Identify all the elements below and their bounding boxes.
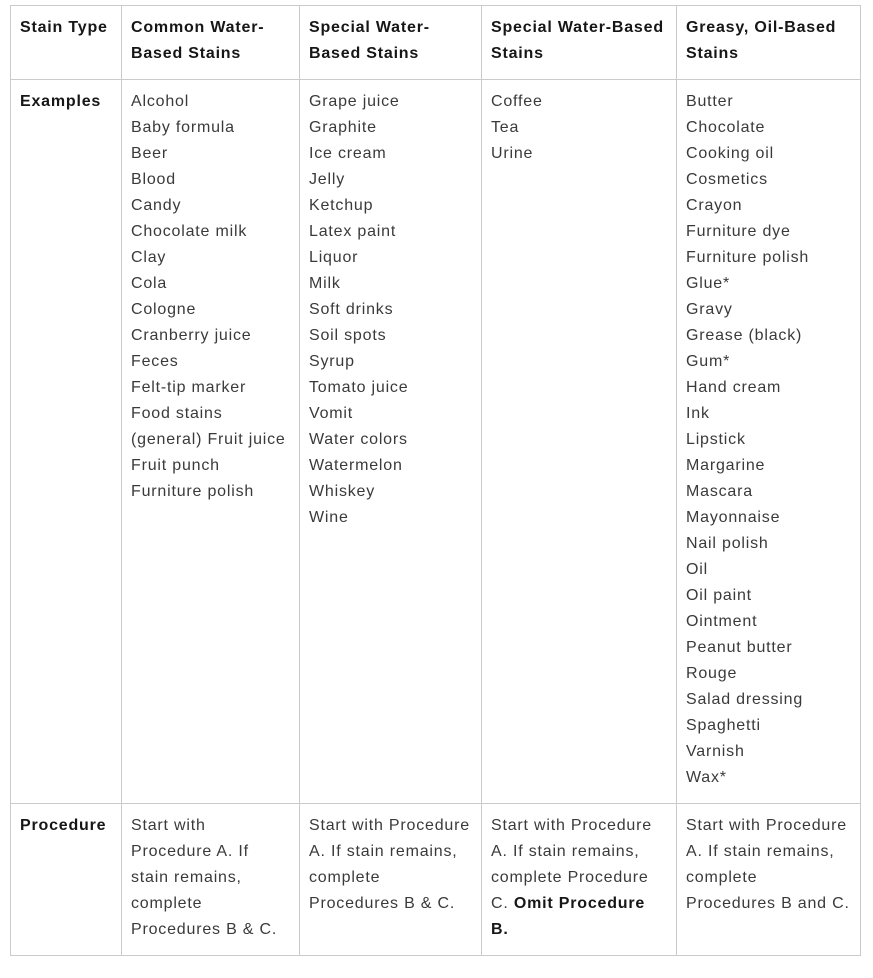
example-item: Ink	[686, 405, 710, 422]
example-item: Tomato juice	[309, 379, 409, 396]
example-item: Syrup	[309, 353, 355, 370]
example-item: Chocolate milk	[131, 223, 248, 240]
example-item: Butter	[686, 93, 734, 110]
procedure-greasy-oil-based: Start with Procedure A. If stain remains…	[676, 803, 861, 956]
example-item: Food stains (general) Fruit juice	[131, 405, 286, 448]
example-item: Clay	[131, 249, 167, 266]
example-item: Grease (black)	[686, 327, 803, 344]
example-item: Feces	[131, 353, 179, 370]
example-item: Oil paint	[686, 587, 752, 604]
example-item: Nail polish	[686, 535, 769, 552]
example-item: Alcohol	[131, 93, 190, 110]
procedure-text: Start with Procedure A. If stain remains…	[491, 817, 652, 912]
example-item: Baby formula	[131, 119, 235, 136]
example-item: Varnish	[686, 743, 745, 760]
header-common-water-based: Common Water-Based Stains	[121, 5, 300, 80]
examples-special-water-based-1: Grape juice Graphite Ice cream Jelly Ketchup…	[299, 79, 482, 804]
example-item: Urine	[491, 145, 534, 162]
example-item: Spaghetti	[686, 717, 761, 734]
example-item: Oil	[686, 561, 708, 578]
example-item: Graphite	[309, 119, 377, 136]
procedure-special-water-based-1: Start with Procedure A. If stain remains…	[299, 803, 482, 956]
example-item: Blood	[131, 171, 176, 188]
example-item: Wine	[309, 509, 349, 526]
examples-greasy-oil-based: Butter Chocolate Cooking oil Cosmetics Crayo…	[676, 79, 861, 804]
example-item: Beer	[131, 145, 168, 162]
example-item: Felt-tip marker	[131, 379, 247, 396]
row-label-procedure: Procedure	[10, 803, 122, 956]
example-item: Whiskey	[309, 483, 376, 500]
example-item: Ice cream	[309, 145, 387, 162]
example-item: Cosmetics	[686, 171, 768, 188]
example-item: Margarine	[686, 457, 766, 474]
procedure-special-water-based-2: Start with Procedure A. If stain remains…	[481, 803, 677, 956]
example-item: Cologne	[131, 301, 197, 318]
example-item: Mayonnaise	[686, 509, 781, 526]
example-item: Furniture polish	[686, 249, 810, 266]
procedure-text: Start with Procedure A. If stain remains…	[686, 817, 850, 912]
header-greasy-oil-based: Greasy, Oil-Based Stains	[676, 5, 861, 80]
example-item: Tea	[491, 119, 520, 136]
examples-special-water-based-2: Coffee Tea Urine	[481, 79, 677, 804]
example-item: Gum*	[686, 353, 731, 370]
example-item: Cooking oil	[686, 145, 774, 162]
example-item: Ointment	[686, 613, 758, 630]
example-item: Wax*	[686, 769, 727, 786]
example-item: Mascara	[686, 483, 753, 500]
example-item: Coffee	[491, 93, 543, 110]
procedure-common-water-based: Start with Procedure A. If stain remains…	[121, 803, 300, 956]
example-item: Salad dressing	[686, 691, 804, 708]
example-item: Grape juice	[309, 93, 400, 110]
example-item: Furniture dye	[686, 223, 791, 240]
procedure-text: Start with Procedure A. If stain remains…	[131, 817, 278, 938]
example-item: Rouge	[686, 665, 738, 682]
procedure-text: Start with Procedure A. If stain remains…	[309, 817, 470, 912]
example-item: Milk	[309, 275, 341, 292]
procedure-row: Procedure Start with Procedure A. If sta…	[10, 803, 861, 956]
examples-row: Examples Alcohol Baby formula Beer Blood Can…	[10, 79, 861, 804]
example-item: Lipstick	[686, 431, 746, 448]
example-item: Jelly	[309, 171, 346, 188]
example-item: Cola	[131, 275, 168, 292]
example-item: Watermelon	[309, 457, 403, 474]
example-item: Glue*	[686, 275, 731, 292]
header-special-water-based-2: Special Water-Based Stains	[481, 5, 677, 80]
header-special-water-based-1: Special Water-Based Stains	[299, 5, 482, 80]
example-item: Vomit	[309, 405, 354, 422]
example-item: Fruit punch	[131, 457, 220, 474]
example-item: Soft drinks	[309, 301, 394, 318]
example-item: Chocolate	[686, 119, 766, 136]
stain-removal-table: Stain Type Common Water-Based Stains Spe…	[10, 5, 861, 956]
table-header-row: Stain Type Common Water-Based Stains Spe…	[10, 5, 861, 80]
example-item: Soil spots	[309, 327, 387, 344]
example-item: Gravy	[686, 301, 733, 318]
example-item: Ketchup	[309, 197, 374, 214]
header-stain-type: Stain Type	[10, 5, 122, 80]
example-item: Crayon	[686, 197, 743, 214]
procedure-omit-bold-text: Omit Procedure B.	[491, 895, 646, 938]
example-item: Liquor	[309, 249, 359, 266]
row-label-examples: Examples	[10, 79, 122, 804]
example-item: Hand cream	[686, 379, 782, 396]
examples-common-water-based: Alcohol Baby formula Beer Blood Candy Chocola…	[121, 79, 300, 804]
example-item: Cranberry juice	[131, 327, 252, 344]
example-item: Peanut butter	[686, 639, 793, 656]
example-item: Water colors	[309, 431, 408, 448]
example-item: Latex paint	[309, 223, 397, 240]
example-item: Candy	[131, 197, 182, 214]
example-item: Furniture polish	[131, 483, 255, 500]
